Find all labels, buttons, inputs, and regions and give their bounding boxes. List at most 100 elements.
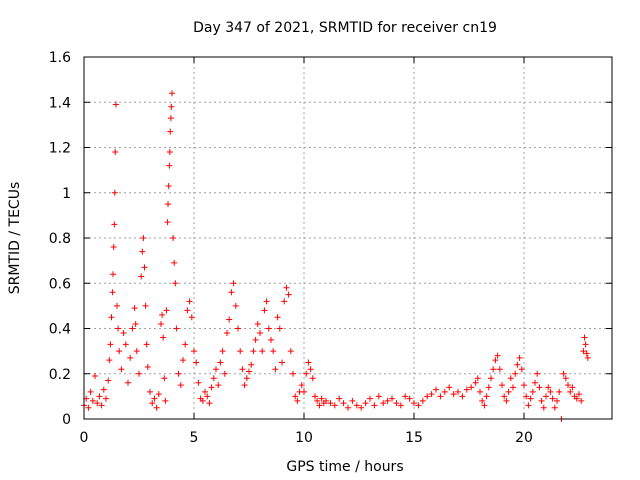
data-point xyxy=(501,393,508,400)
data-point xyxy=(309,375,316,382)
data-point xyxy=(450,391,457,398)
x-tick-label: 0 xyxy=(80,430,89,446)
data-point xyxy=(265,325,272,332)
data-point xyxy=(208,384,215,391)
data-point xyxy=(129,325,136,332)
data-point xyxy=(323,397,329,404)
data-point xyxy=(307,366,314,373)
data-point xyxy=(318,395,325,402)
data-point xyxy=(138,273,145,280)
data-point xyxy=(485,384,492,391)
data-point xyxy=(162,397,169,404)
data-point xyxy=(433,386,439,393)
data-point xyxy=(583,350,590,357)
data-point xyxy=(576,391,582,398)
data-point xyxy=(98,402,105,409)
data-point xyxy=(525,402,532,409)
data-point xyxy=(543,393,549,400)
data-point xyxy=(110,271,117,278)
data-point xyxy=(147,388,153,395)
data-point xyxy=(89,397,96,404)
data-point xyxy=(199,397,206,404)
data-point xyxy=(186,298,193,305)
data-point xyxy=(567,388,574,395)
data-point xyxy=(241,382,248,389)
data-point xyxy=(204,393,211,400)
data-point xyxy=(459,393,466,400)
data-point xyxy=(538,397,545,404)
chart-title: Day 347 of 2021, SRMTID for receiver cn1… xyxy=(193,20,497,36)
data-point xyxy=(505,388,512,395)
data-point xyxy=(143,341,150,348)
data-point xyxy=(536,384,543,391)
data-point xyxy=(109,289,116,296)
data-point xyxy=(177,382,184,389)
axis-ticks: 0 5 10 15 20 0 0.2 0.4 0.6 0.8 1 1.2 1.4 1.6 xyxy=(49,50,612,446)
data-point xyxy=(263,298,270,305)
data-point xyxy=(158,320,164,327)
data-point xyxy=(285,291,292,298)
data-point xyxy=(512,370,519,377)
data-point xyxy=(532,379,538,386)
data-point xyxy=(367,395,373,402)
data-point xyxy=(393,400,400,407)
data-point xyxy=(228,289,235,296)
data-point xyxy=(437,393,444,400)
data-point xyxy=(144,363,151,370)
data-point xyxy=(301,388,307,395)
data-point xyxy=(131,305,138,312)
data-point xyxy=(107,341,114,348)
data-point xyxy=(155,391,162,398)
data-point xyxy=(94,400,101,407)
data-point xyxy=(503,397,510,404)
data-point xyxy=(115,325,122,332)
data-point xyxy=(565,382,571,389)
data-point xyxy=(100,386,107,393)
data-point xyxy=(221,370,228,377)
data-point xyxy=(529,388,536,395)
data-point xyxy=(164,219,171,226)
data-point xyxy=(336,395,343,402)
x-tick-label: 20 xyxy=(515,430,533,446)
data-point xyxy=(254,320,261,327)
data-point xyxy=(141,264,148,271)
data-point xyxy=(250,348,257,355)
data-point xyxy=(551,404,558,411)
data-point xyxy=(474,375,481,382)
y-tick-label: 1.4 xyxy=(49,95,71,111)
data-point xyxy=(411,400,417,407)
data-point xyxy=(276,325,283,332)
data-point xyxy=(406,395,413,402)
data-point xyxy=(279,359,285,366)
data-point xyxy=(188,314,195,321)
data-point xyxy=(118,366,125,373)
data-point xyxy=(380,400,387,407)
data-point xyxy=(580,348,587,355)
data-point xyxy=(521,382,527,389)
data-point xyxy=(125,379,131,386)
data-point xyxy=(463,386,470,393)
data-point xyxy=(292,393,299,400)
data-point xyxy=(232,302,239,309)
data-point xyxy=(246,368,252,375)
data-point xyxy=(140,235,147,241)
data-point xyxy=(549,395,556,402)
data-point xyxy=(415,402,422,409)
data-point xyxy=(127,354,134,361)
data-point xyxy=(540,404,547,411)
data-point xyxy=(272,366,279,373)
data-point xyxy=(349,397,356,404)
data-point xyxy=(424,393,431,400)
data-point xyxy=(103,395,109,402)
data-point xyxy=(169,90,175,97)
data-point xyxy=(172,280,179,287)
data-point xyxy=(85,404,92,411)
data-point xyxy=(175,370,182,377)
data-point xyxy=(573,395,580,402)
data-point xyxy=(514,361,521,368)
data-point xyxy=(112,101,119,108)
data-point xyxy=(182,341,189,348)
data-point xyxy=(96,393,103,400)
data-points xyxy=(81,90,591,422)
